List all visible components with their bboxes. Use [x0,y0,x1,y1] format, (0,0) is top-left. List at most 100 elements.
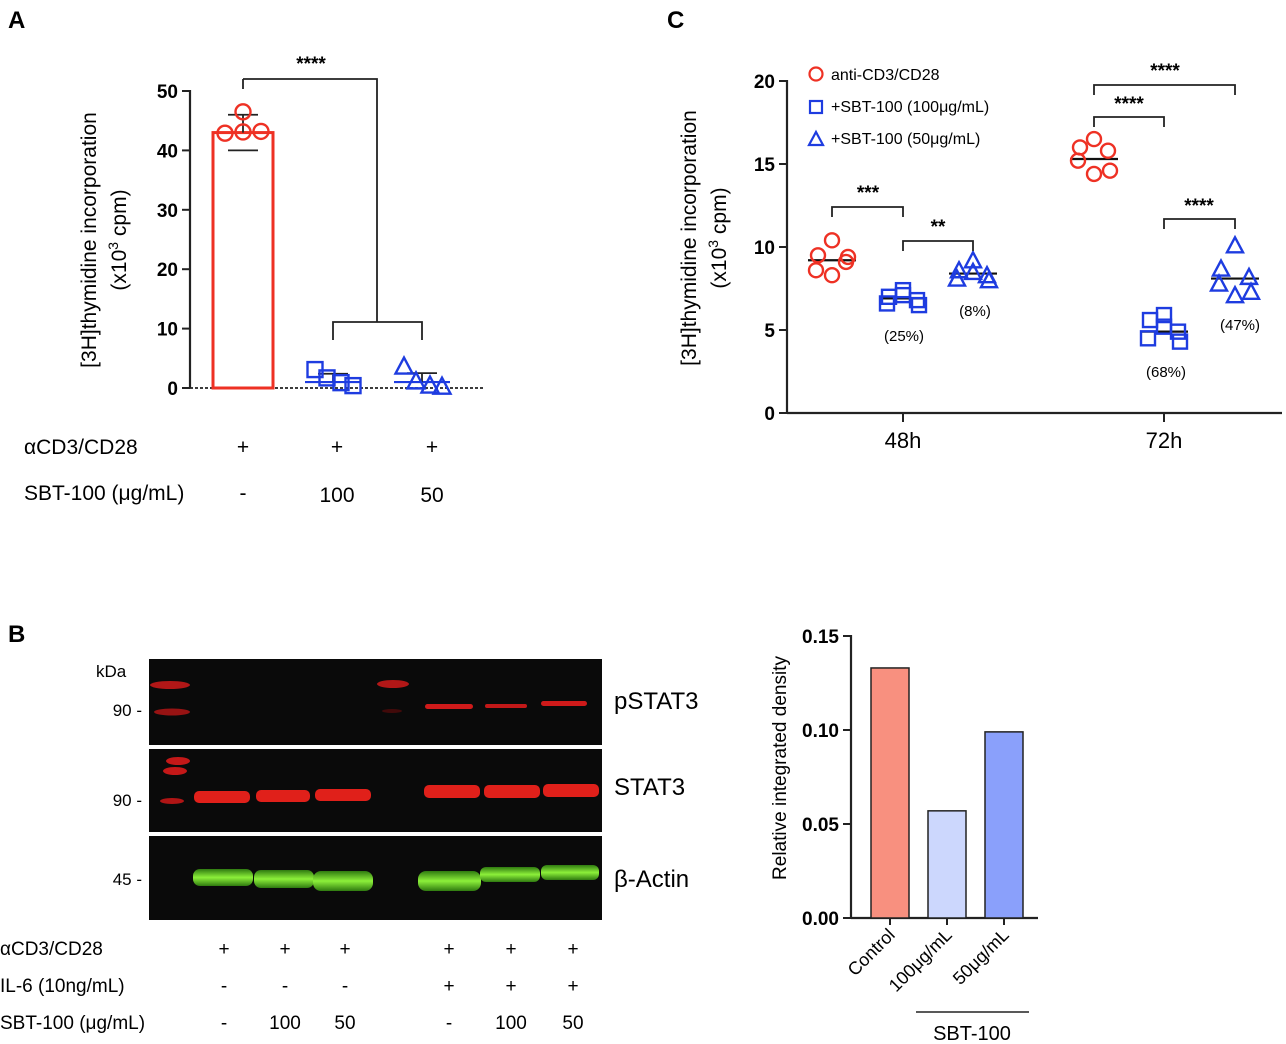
data-point-triangle [1239,266,1259,286]
panel-a-cell: 100 [319,484,354,507]
y-tick-label: 0.00 [802,909,839,930]
legend-circle-icon [808,66,824,82]
data-point-circle [823,267,841,284]
blot-cell: + [279,939,290,960]
quant-bar [984,731,1024,919]
panel-a-row-label-sbt: SBT-100 (μg/mL) [24,482,184,505]
data-point-circle [1099,142,1117,159]
band-label-pstat3: pSTAT3 [614,688,698,715]
blot-cell: + [567,939,578,960]
panel-b-quantification: Relative integrated density 0.00 0.05 0.10… [770,627,1038,1044]
panel-c-stars: **** [1150,61,1180,82]
blot-row-label: αCD3/CD28 [0,939,103,960]
y-tick-label: 0 [764,404,775,425]
y-tick-label: 20 [754,72,775,93]
panel-a-ylabel-line1: [3H]thymidine incorporation [78,112,101,368]
data-point-square [344,376,362,395]
percent-label: (8%) [959,303,991,320]
x-tick-label: 100μg/mL [885,925,956,996]
data-point-circle [1071,139,1089,156]
blot-cell: 100 [269,1013,301,1034]
data-point-triangle [947,267,967,287]
data-point-triangle [393,354,415,375]
quant-bar [927,810,967,919]
data-point-circle [1069,152,1087,169]
data-point-triangle [963,261,983,281]
x-tick-label: 72h [1146,428,1183,453]
panel-c-legend: anti-CD3/CD28 +SBT-100 (100μg/mL) +SBT-1… [807,66,989,148]
data-point-square [878,295,896,312]
data-point-circle [252,122,270,141]
panel-a-cell: + [331,436,343,459]
panel-a-row-label-cd3: αCD3/CD28 [24,436,138,459]
y-tick-label: 10 [157,320,178,341]
blot-strip-stat3 [149,749,602,832]
y-tick-label: 10 [754,238,775,259]
panel-c-points [807,130,1261,350]
panel-a-letter: A [8,7,25,34]
blot-cell: 100 [495,1013,527,1034]
panel-a-cell: - [240,482,247,505]
sbt-group-label: SBT-100 [933,1023,1011,1044]
blot-cell: - [221,1013,227,1034]
x-tick-label: 48h [885,428,922,453]
data-point-circle [839,248,857,266]
data-point-square [894,286,912,304]
data-point-triangle [963,249,983,269]
kda-label: kDa [96,662,127,681]
panel-c-percent-labels: (25%) (8%) (68%) (47%) [884,303,1260,381]
data-point-square [1171,333,1189,350]
mw-mark: 90 - [113,791,142,810]
panel-a-cell: 50 [420,484,443,507]
data-point-triangle [979,269,999,289]
panel-a-stars: **** [296,54,326,75]
data-point-circle [1085,130,1103,148]
y-tick-label: 15 [754,155,776,176]
bar [211,131,275,390]
panel-c-ylabel-line1: [3H]thymidine incorporation [678,110,701,366]
blot-cell: + [218,939,229,960]
blot-strip-actin [149,836,602,920]
data-point-circle [807,262,825,279]
x-tick-label: Control [844,925,899,980]
panel-c-ylabel-line2: (x103 cpm) [705,187,731,288]
y-tick-label: 20 [157,260,178,281]
blot-row-label: SBT-100 (μg/mL) [0,1013,145,1034]
panel-a-bars [211,113,450,390]
panel-a-cell: + [237,436,249,459]
data-point-triangle [1241,281,1261,301]
data-point-triangle [419,373,441,394]
panel-a-significance-bracket: **** [242,54,423,340]
mw-mark: 45 - [113,870,142,889]
blot-cell: + [505,939,516,960]
panel-c-stars: **** [1184,196,1214,217]
data-point-triangle [1225,284,1245,304]
legend-square-icon [808,99,824,115]
blot-cell: - [342,976,348,997]
mw-mark: 90 - [113,701,142,720]
panel-a-ylabel-line2: (x103 cpm) [105,189,131,290]
data-point-circle [234,103,252,121]
panel-a-condition-table: αCD3/CD28 SBT-100 (μg/mL) + + + - 100 50 [24,436,444,507]
blot-cell: + [339,939,350,960]
band-label-actin: β-Actin [614,866,689,893]
legend-entry: +SBT-100 (50μg/mL) [831,131,980,148]
panel-b: B kDa 90 - 90 - 45 - [0,621,698,1034]
blot-cell: + [443,976,454,997]
y-tick-label: 0.05 [802,815,839,836]
blot-cell: - [282,976,288,997]
y-tick-label: 0.10 [802,721,839,742]
y-tick-label: 50 [157,82,178,103]
data-point-triangle [1209,272,1229,292]
blot-cell: + [443,939,454,960]
blot-cell: - [221,976,227,997]
panel-c-stars: *** [857,183,880,204]
y-tick-label: 0.15 [802,627,839,648]
panel-c-significance: *** ** **** **** **** [831,61,1236,251]
blot-strip-pstat3 [149,659,602,745]
data-point-square [894,281,912,299]
legend-triangle-icon [807,129,825,147]
blot-cell: - [446,1013,452,1034]
panel-c-stars: **** [1114,94,1144,115]
